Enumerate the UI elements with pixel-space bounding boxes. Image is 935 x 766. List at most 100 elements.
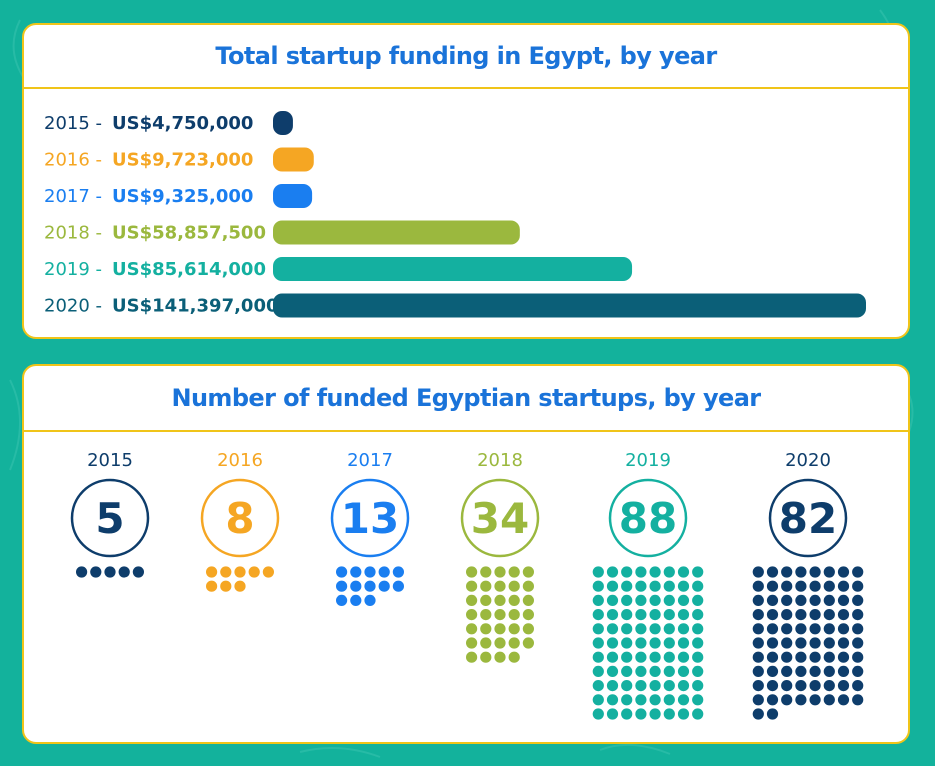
startup-dot-2020	[852, 637, 864, 649]
startup-dot-2018	[480, 651, 492, 663]
startup-dot-2018	[522, 623, 534, 635]
startup-dot-2019	[677, 609, 690, 621]
startup-dot-2020	[781, 680, 793, 692]
startup-dot-2019	[663, 637, 675, 649]
startup-dot-2016	[234, 566, 246, 578]
startup-dot-2019	[621, 680, 633, 692]
startup-dot-2018	[466, 609, 478, 621]
startup-dot-2018	[508, 594, 520, 606]
startup-dot-2017	[364, 566, 376, 578]
startup-dot-2019	[692, 665, 704, 677]
startup-dot-2020	[766, 580, 779, 592]
startup-dot-2019	[592, 637, 604, 649]
startup-dot-2019	[635, 580, 647, 592]
startup-dot-2018	[508, 637, 520, 649]
startups-count-circle-2015	[70, 478, 150, 558]
startup-dot-2019	[606, 680, 619, 692]
funding-year-label-2016: 2016 -	[44, 150, 102, 171]
startups-year-label-2018: 2018	[477, 450, 523, 471]
startup-dot-2020	[823, 580, 835, 592]
startup-dot-2019	[692, 580, 704, 592]
startup-dot-2017	[378, 566, 390, 578]
startup-dot-2019	[635, 680, 647, 692]
startup-dot-2020	[752, 651, 764, 663]
startups-year-label-2020: 2020	[785, 450, 831, 471]
startup-dot-2019	[692, 623, 704, 635]
startup-dot-2020	[752, 665, 764, 677]
startups-count-label-2018: 34	[471, 494, 529, 543]
startup-dot-2020	[823, 694, 835, 706]
startup-dot-2018	[522, 594, 534, 606]
startup-dot-2019	[677, 651, 690, 663]
startup-dot-2019	[649, 580, 661, 592]
startup-dot-2019	[621, 609, 633, 621]
startup-dot-2020	[837, 609, 850, 621]
startup-dot-2019	[635, 637, 647, 649]
startup-dot-2018	[522, 580, 534, 592]
startups-count-circle-2019	[608, 478, 688, 558]
startup-dot-2020	[809, 623, 821, 635]
startup-dot-2018	[494, 637, 506, 649]
startup-dot-2020	[823, 680, 835, 692]
startup-dot-2019	[677, 580, 690, 592]
startup-dot-2019	[663, 623, 675, 635]
startup-dot-2018	[522, 566, 534, 578]
startup-dot-2017	[350, 566, 362, 578]
startup-dot-2019	[606, 708, 619, 720]
funding-bar-2016	[273, 147, 314, 172]
startup-dot-2018	[480, 580, 492, 592]
startup-dot-2019	[649, 566, 661, 578]
startup-dot-2020	[766, 680, 779, 692]
startup-dot-2018	[508, 609, 520, 621]
startup-dot-2020	[837, 594, 850, 606]
startup-dot-2019	[635, 609, 647, 621]
funding-bar-2018	[273, 220, 520, 245]
startup-dot-2019	[663, 566, 675, 578]
startup-dot-2018	[494, 580, 506, 592]
startup-dot-2020	[795, 580, 807, 592]
startup-dot-2017	[392, 580, 404, 592]
startup-dot-2018	[522, 609, 534, 621]
startup-dot-2018	[522, 637, 534, 649]
startup-dot-2017	[378, 580, 390, 592]
startup-dot-2018	[480, 623, 492, 635]
startup-dot-2020	[766, 623, 779, 635]
startup-dot-2016	[206, 580, 218, 592]
startup-dot-2019	[635, 665, 647, 677]
startup-dot-2018	[508, 566, 520, 578]
startup-dot-2019	[635, 694, 647, 706]
startup-dot-2018	[466, 566, 478, 578]
startup-dot-2019	[621, 637, 633, 649]
startup-dot-2020	[809, 680, 821, 692]
funding-amount-label-2015: US$4,750,000	[112, 113, 253, 134]
startup-dot-2020	[781, 609, 793, 621]
startup-dot-2020	[781, 651, 793, 663]
startup-dot-2020	[852, 566, 864, 578]
funding-bar-chart: 2015 - US$4,750,000 2016 - US$9,723,000 2017…	[44, 111, 866, 318]
startups-year-label-2019: 2019	[625, 450, 671, 471]
startup-dot-2015	[132, 566, 144, 578]
startup-dot-2020	[852, 623, 864, 635]
startup-dot-2019	[592, 694, 604, 706]
startup-dot-2016	[262, 566, 274, 578]
startup-dot-2019	[649, 623, 661, 635]
startups-count-circle-2016	[200, 478, 280, 558]
startup-dot-2020	[823, 566, 835, 578]
startup-dot-2020	[823, 594, 835, 606]
startup-dot-2019	[606, 637, 619, 649]
startup-dot-2020	[809, 651, 821, 663]
startup-dot-2020	[752, 680, 764, 692]
startup-dot-2020	[852, 580, 864, 592]
startup-dot-2018	[466, 623, 478, 635]
startups-pictogram-chart: 2015 5 2016 8 2017 13 2018 34 2019 88 2020 82	[70, 450, 864, 720]
startup-dot-2020	[837, 680, 850, 692]
funding-panel: Total startup funding in Egypt, by year …	[22, 23, 910, 339]
startup-dot-2018	[466, 637, 478, 649]
startup-dot-2020	[781, 623, 793, 635]
startup-dot-2019	[649, 665, 661, 677]
startup-dot-2019	[592, 708, 604, 720]
startup-dot-2019	[649, 609, 661, 621]
startup-dot-2018	[480, 637, 492, 649]
startup-dot-2019	[677, 680, 690, 692]
startup-dot-2019	[692, 694, 704, 706]
